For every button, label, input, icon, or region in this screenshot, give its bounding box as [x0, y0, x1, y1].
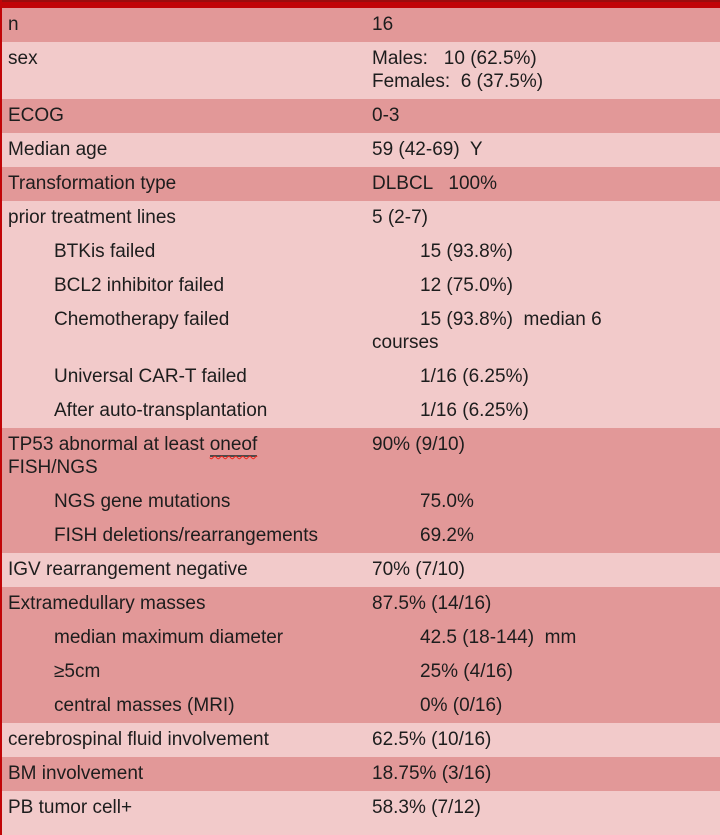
table-row: After auto-transplantation 1/16 (6.25%) [0, 394, 720, 428]
row-label: After auto-transplantation [54, 400, 268, 421]
row-label: Universal CAR-T failed [54, 366, 247, 387]
table-row: FISH deletions/rearrangements 69.2% [0, 519, 720, 553]
label-text: TP53 abnormal at least [8, 434, 210, 455]
table-row: ECOG 0-3 [0, 99, 720, 133]
table-row: Median age 59 (42-69) Y [0, 133, 720, 167]
table-row: BM involvement 18.75% (3/16) [0, 757, 720, 791]
row-value: 1/16 (6.25%) [420, 400, 529, 421]
row-label: cerebrospinal fluid involvement [8, 729, 269, 750]
row-label: BM involvement [8, 763, 144, 784]
table-row: cerebrospinal fluid involvement 62.5% (10… [0, 723, 720, 757]
row-value: 18.75% (3/16) [372, 763, 492, 784]
row-label: median maximum diameter [54, 627, 284, 648]
row-value: DLBCL 100% [372, 173, 497, 194]
table-row: NGS gene mutations 75.0% [0, 485, 720, 519]
row-value: 58.3% (7/12) [372, 797, 481, 818]
row-value: 1/16 (6.25%) [420, 366, 529, 387]
table-row: TP53 abnormal at least oneof FISH/NGS 90%… [0, 428, 720, 485]
row-value: 75.0% [420, 491, 474, 512]
table-row: Chemotherapy failed 15 (93.8%) median 6 c… [0, 303, 720, 360]
row-label: IGV rearrangement negative [8, 559, 248, 580]
row-value: 15 (93.8%) median 6 courses [372, 309, 602, 353]
table-row: median maximum diameter 42.5 (18-144) mm [0, 621, 720, 655]
row-label: Median age [8, 139, 108, 160]
label-text: FISH/NGS [8, 457, 98, 478]
row-value: 25% (4/16) [420, 661, 513, 682]
table-row: BTKis failed 15 (93.8%) [0, 235, 720, 269]
row-label: PB tumor cell+ [8, 797, 133, 818]
table-row: Extramedullary masses 87.5% (14/16) [0, 587, 720, 621]
row-value: 15 (93.8%) [420, 241, 513, 262]
table-row: ≥5cm 25% (4/16) [0, 655, 720, 689]
table-row: sex Males: 10 (62.5%) Females: 6 (37.5%) [0, 42, 720, 99]
row-label: Transformation type [8, 173, 177, 194]
row-label: BCL2 inhibitor failed [54, 275, 225, 296]
row-value: 5 (2-7) [372, 207, 428, 228]
row-value: 70% (7/10) [372, 559, 465, 580]
table-row: PB tumor cell+ 58.3% (7/12) [0, 791, 720, 825]
misspelled-word: oneof [209, 434, 258, 457]
table-row: BCL2 inhibitor failed 12 (75.0%) [0, 269, 720, 303]
row-value: 0-3 [372, 105, 400, 126]
row-label: Chemotherapy failed [54, 309, 230, 330]
row-value: Males: 10 (62.5%) Females: 6 (37.5%) [372, 48, 544, 92]
table-row: prior treatment lines 5 (2-7) [0, 201, 720, 235]
row-label: TP53 abnormal at least oneof FISH/NGS [0, 433, 372, 479]
row-label: ECOG [8, 105, 64, 126]
table-body: n 16 sex Males: 10 (62.5%) Females: 6 (37.5… [0, 8, 720, 825]
row-value: 42.5 (18-144) mm [420, 627, 577, 648]
row-value: 16 [372, 14, 394, 35]
row-value: 62.5% (10/16) [372, 729, 492, 750]
table-row: n 16 [0, 8, 720, 42]
row-label: NGS gene mutations [54, 491, 231, 512]
row-value: 12 (75.0%) [420, 275, 513, 296]
table-row: Universal CAR-T failed 1/16 (6.25%) [0, 360, 720, 394]
table-row: central masses (MRI) 0% (0/16) [0, 689, 720, 723]
table-left-red-border [0, 0, 2, 835]
table-row: Transformation type DLBCL 100% [0, 167, 720, 201]
row-label: FISH deletions/rearrangements [54, 525, 319, 546]
row-label: prior treatment lines [8, 207, 176, 228]
row-value: 90% (9/10) [372, 434, 465, 455]
row-value: 0% (0/16) [420, 695, 503, 716]
row-label: Extramedullary masses [8, 593, 206, 614]
row-value: 87.5% (14/16) [372, 593, 492, 614]
row-label: n [8, 14, 19, 35]
row-label: sex [8, 48, 38, 69]
row-value: 69.2% [420, 525, 474, 546]
row-value: 59 (42-69) Y [372, 139, 483, 160]
row-label: ≥5cm [54, 661, 101, 682]
table-top-red-bar [0, 0, 720, 8]
row-label: central masses (MRI) [54, 695, 235, 716]
row-label: BTKis failed [54, 241, 156, 262]
table-row: IGV rearrangement negative 70% (7/10) [0, 553, 720, 587]
